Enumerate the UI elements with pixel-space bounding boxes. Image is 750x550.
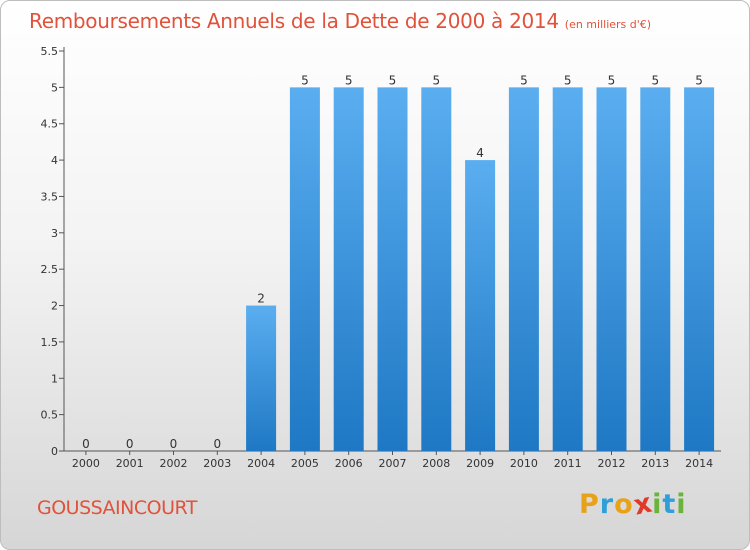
x-tick-label: 2000 — [72, 457, 100, 470]
logo-letter: i — [652, 489, 663, 520]
x-tick-label: 2006 — [335, 457, 363, 470]
x-tick-label: 2002 — [160, 457, 188, 470]
data-label: 0 — [126, 437, 134, 451]
logo-letter: P — [579, 489, 600, 520]
y-tick-label: 0.5 — [41, 409, 59, 422]
data-label: 5 — [432, 73, 440, 87]
y-tick-label: 1 — [51, 372, 58, 385]
data-label: 5 — [301, 73, 309, 87]
bar — [289, 87, 320, 451]
bar — [596, 87, 627, 451]
data-label: 5 — [608, 73, 616, 87]
y-tick-label: 4.5 — [41, 118, 59, 131]
bar — [684, 87, 715, 451]
x-tick-label: 2007 — [379, 457, 407, 470]
data-label: 5 — [651, 73, 659, 87]
y-tick-label: 5 — [51, 81, 58, 94]
proxiti-logo: Proxiti — [579, 487, 687, 521]
data-label: 0 — [170, 437, 178, 451]
x-tick-label: 2012 — [598, 457, 626, 470]
commune-name: GOUSSAINCOURT — [37, 497, 197, 519]
x-tick-label: 2014 — [685, 457, 713, 470]
chart-unit: (en milliers d'€) — [564, 18, 652, 31]
data-label: 5 — [345, 73, 353, 87]
chart-title: Remboursements Annuels de la Dette de 20… — [29, 9, 652, 33]
x-tick-label: 2003 — [203, 457, 231, 470]
logo-letter: i — [676, 489, 687, 520]
bar — [640, 87, 671, 451]
bar — [508, 87, 539, 451]
data-label: 5 — [564, 73, 572, 87]
x-tick-label: 2005 — [291, 457, 319, 470]
data-label: 0 — [82, 437, 90, 451]
y-tick-label: 2 — [51, 300, 58, 313]
data-label: 2 — [257, 292, 265, 306]
y-tick-label: 3 — [51, 227, 58, 240]
x-tick-label: 2009 — [466, 457, 494, 470]
bar — [246, 305, 277, 451]
y-tick-label: 1.5 — [41, 336, 59, 349]
y-tick-label: 0 — [51, 445, 58, 458]
bar — [552, 87, 583, 451]
data-label: 4 — [476, 146, 484, 160]
data-label: 5 — [695, 73, 703, 87]
data-label: 0 — [213, 437, 221, 451]
bar — [377, 87, 408, 451]
bar — [421, 87, 452, 451]
x-tick-label: 2010 — [510, 457, 538, 470]
bar — [333, 87, 364, 451]
x-tick-label: 2001 — [116, 457, 144, 470]
logo-letter: r — [599, 489, 615, 520]
x-tick-label: 2004 — [247, 457, 275, 470]
y-tick-label: 4 — [51, 154, 58, 167]
y-tick-label: 3.5 — [41, 190, 59, 203]
y-tick-label: 2.5 — [41, 263, 59, 276]
data-label: 5 — [389, 73, 397, 87]
bar — [465, 160, 496, 451]
x-tick-label: 2008 — [422, 457, 450, 470]
logo-letter: t — [662, 489, 677, 520]
x-tick-label: 2011 — [554, 457, 582, 470]
data-label: 5 — [520, 73, 528, 87]
logo-letter: o — [614, 489, 634, 520]
y-tick-label: 5.5 — [41, 45, 59, 58]
x-tick-label: 2013 — [641, 457, 669, 470]
